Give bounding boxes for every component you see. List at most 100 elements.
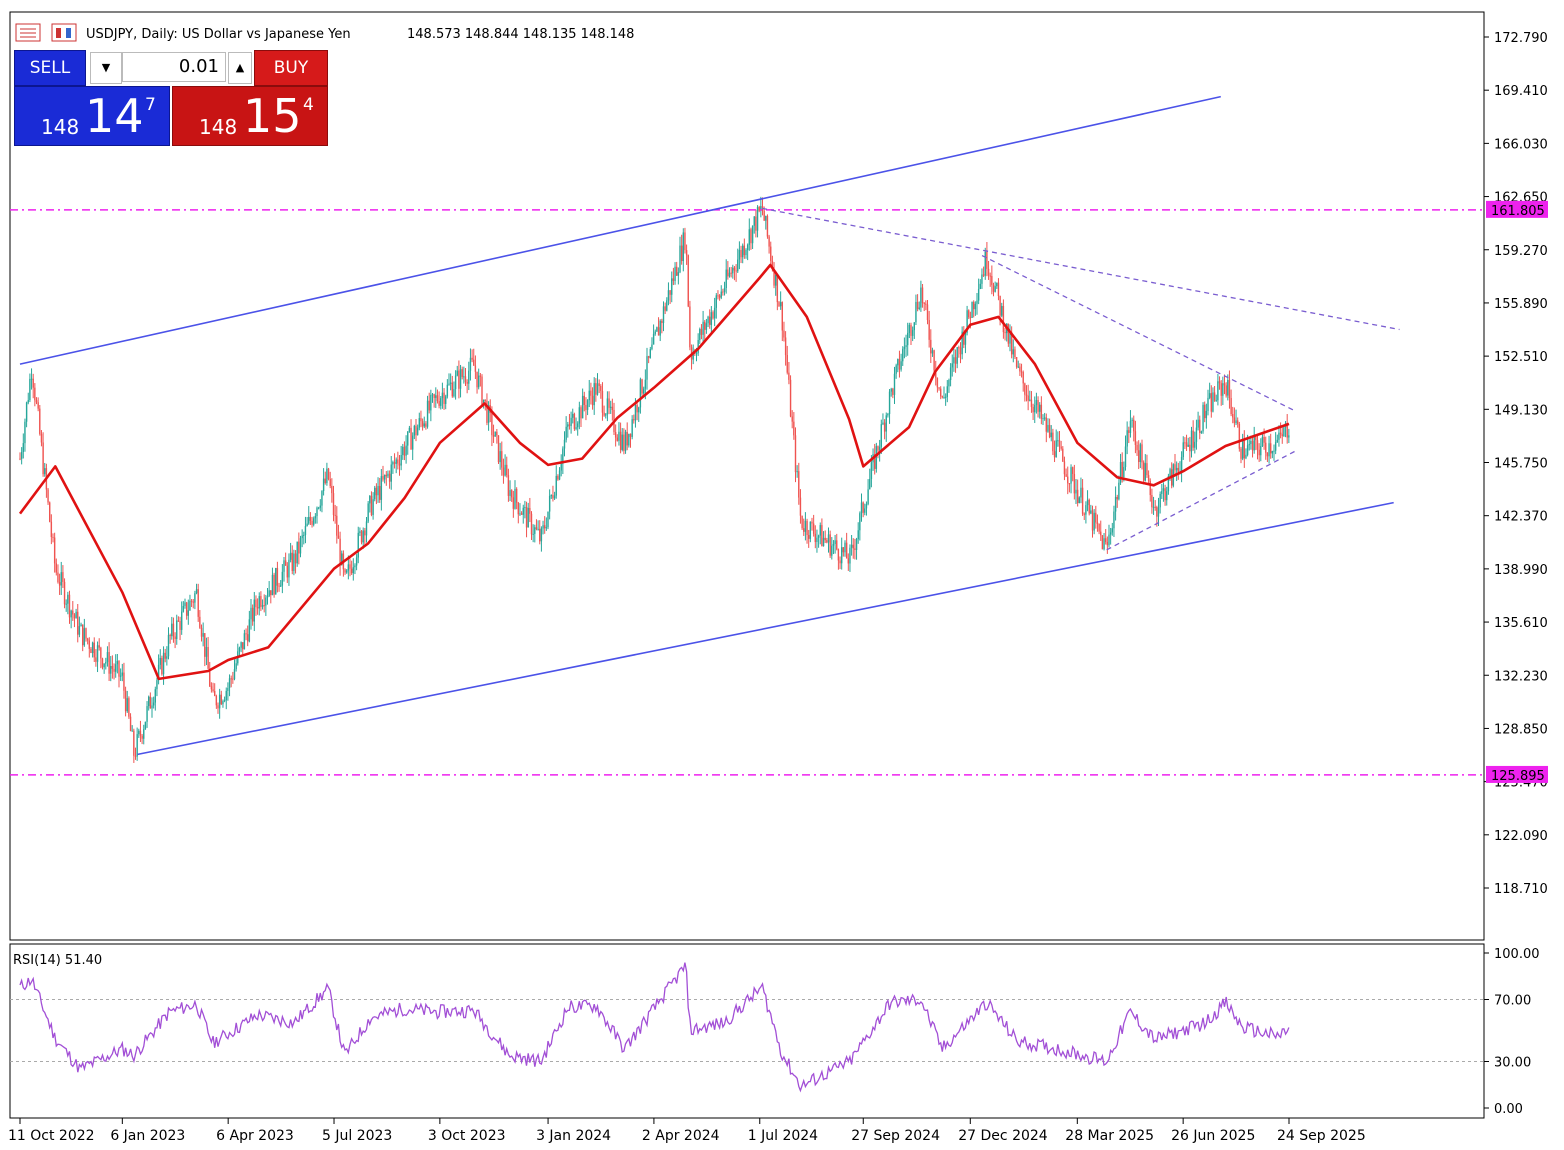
candle-body [423, 423, 425, 427]
candle-body [1253, 436, 1255, 451]
candle-body [388, 473, 391, 482]
candle-body [1065, 474, 1067, 477]
candle-body [34, 387, 36, 401]
y-tick-label: 132.230 [1494, 669, 1548, 684]
sell-price-pips: 14 [85, 89, 144, 143]
candle-body [245, 633, 247, 635]
candle-body [775, 274, 777, 286]
candle-body [897, 359, 899, 366]
candle-body [1010, 332, 1013, 355]
candle-body [27, 400, 29, 403]
y-tick-label: 149.130 [1494, 403, 1548, 418]
candle-body [539, 528, 541, 542]
candle-body [520, 513, 523, 515]
candle-body [136, 734, 138, 757]
candle-body [944, 396, 947, 398]
candle-body [530, 513, 533, 535]
candle-body [374, 487, 376, 500]
level-price-badge [1486, 765, 1548, 783]
candle-body [418, 418, 420, 428]
lot-increase-button[interactable]: ▲ [228, 52, 252, 84]
candle-body [1182, 442, 1184, 458]
candle-body [756, 207, 759, 231]
candle-body [850, 544, 853, 548]
candle-body [507, 475, 510, 496]
candle-body [794, 435, 797, 473]
candle-body [733, 267, 736, 271]
candle-body [77, 611, 79, 635]
candle-body [916, 301, 919, 309]
candle-body [291, 552, 293, 571]
candle-body [931, 350, 934, 354]
candle-body [1195, 427, 1198, 442]
candle-body [789, 379, 792, 417]
lot-decrease-button[interactable]: ▼ [90, 52, 122, 84]
candle-body [732, 267, 734, 274]
candle-body [1113, 511, 1115, 529]
candle-body [954, 357, 957, 364]
x-tick-label: 6 Apr 2023 [216, 1128, 294, 1144]
candle-body [235, 663, 237, 670]
buy-button[interactable]: BUY [254, 50, 328, 86]
candle-body [718, 295, 721, 298]
candle-body [509, 490, 511, 496]
candle-body [572, 413, 574, 418]
candle-body [1194, 441, 1196, 448]
candle-body [1035, 400, 1038, 406]
sell-price[interactable]: 148 14 7 [14, 86, 170, 146]
candle-body [586, 400, 589, 410]
candle-body [1133, 419, 1135, 432]
candle-body [883, 422, 886, 432]
candle-body [370, 495, 373, 515]
candle-body [992, 284, 995, 292]
candle-body [1020, 371, 1023, 373]
candle-body [93, 642, 95, 658]
trade-icon[interactable] [51, 23, 77, 42]
candle-body [1162, 488, 1165, 492]
candle-body [383, 474, 386, 480]
candle-body [824, 537, 826, 541]
candle-body [78, 626, 81, 635]
candle-body [80, 624, 82, 627]
candle-body [129, 716, 132, 732]
candle-body [171, 623, 173, 637]
candle-body [313, 518, 315, 525]
candle-body [266, 596, 269, 598]
candle-body [638, 407, 640, 413]
candle-body [878, 446, 881, 451]
candle-body [685, 250, 688, 256]
candle-body [593, 383, 595, 406]
candle-body [317, 507, 320, 509]
candle-body [921, 287, 924, 303]
candle-body [634, 404, 637, 421]
candle-body [951, 363, 953, 368]
candle-body [730, 272, 732, 274]
chart-menu-icon[interactable] [15, 23, 41, 42]
buy-price[interactable]: 148 15 4 [172, 86, 328, 146]
candle-body [831, 545, 833, 556]
candle-body [1004, 332, 1006, 334]
candle-body [1200, 431, 1203, 433]
candle-body [367, 503, 369, 522]
candle-body [595, 383, 597, 395]
candle-body [398, 463, 401, 466]
sell-button[interactable]: SELL [14, 50, 86, 86]
y-tick-label: 155.890 [1494, 297, 1548, 312]
candle-body [1190, 430, 1193, 452]
candle-body [1124, 446, 1127, 468]
candle-body [770, 246, 772, 261]
candle-body [1199, 419, 1201, 433]
candle-body [481, 376, 483, 405]
lot-size-input[interactable]: 0.01 [122, 52, 226, 82]
candle-body [1072, 467, 1074, 474]
candle-body [169, 635, 171, 637]
candle-body [768, 236, 770, 247]
buy-price-pips: 15 [243, 89, 302, 143]
candle-body [410, 427, 412, 450]
candle-body [119, 675, 122, 677]
triangle-line-upper_long [761, 207, 1400, 331]
candle-body [583, 395, 585, 405]
candle-body [1164, 488, 1166, 501]
candle-body [19, 458, 21, 460]
